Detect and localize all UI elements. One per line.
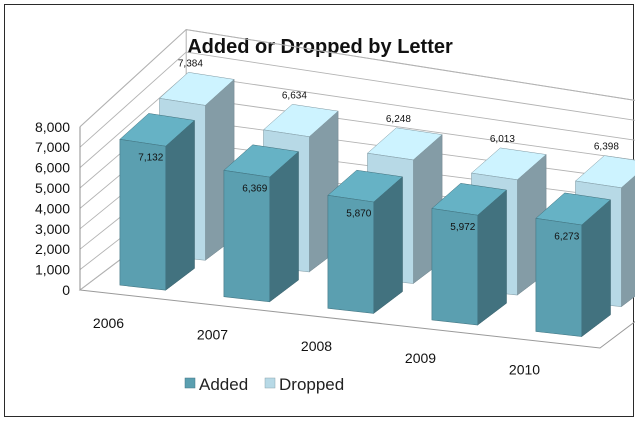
- bar-added-2007: 6,369: [223, 144, 300, 303]
- x-tick-label: 2007: [197, 327, 228, 343]
- data-label: 6,369: [242, 184, 267, 195]
- data-label: 7,384: [178, 58, 203, 69]
- y-tick-label: 8,000: [35, 119, 70, 135]
- bar-front-face: [223, 169, 271, 303]
- y-tick-label: 1,000: [35, 262, 70, 278]
- bar-added-2010: 6,273: [535, 192, 612, 338]
- data-label: 6,634: [282, 90, 307, 101]
- x-tick-label: 2008: [301, 338, 332, 354]
- data-label: 6,013: [490, 134, 515, 145]
- x-tick-label: 2009: [405, 350, 436, 366]
- legend-swatch: [184, 377, 196, 389]
- bar-added-2008: 5,870: [327, 169, 404, 314]
- legend-item-dropped: Dropped: [264, 375, 344, 394]
- bar-front-face: [535, 217, 583, 337]
- bar-added-2006: 7,132: [119, 113, 196, 291]
- bar-front-face: [327, 194, 375, 314]
- y-tick-label: 7,000: [35, 139, 70, 155]
- chart-bars: 7,384 6,634 6,248 6,013 6,398 7,132 6,369 5,870…: [119, 58, 635, 338]
- bar-side-face: [165, 119, 195, 291]
- data-label: 5,972: [450, 222, 475, 233]
- bar-side-face: [269, 151, 299, 303]
- legend-label: Dropped: [279, 375, 344, 394]
- chart-frame: Added or Dropped by Letter 0 1,000 2,000 3,…: [4, 4, 635, 417]
- bar-front-face: [119, 138, 166, 291]
- data-label: 7,132: [138, 153, 163, 164]
- y-tick-label: 4,000: [35, 200, 70, 216]
- data-label: 6,398: [594, 142, 619, 153]
- y-tick-label: 3,000: [35, 221, 70, 237]
- y-axis: 0 1,000 2,000 3,000 4,000 5,000 6,000 7,000 8,00…: [35, 119, 81, 298]
- x-tick-label: 2010: [509, 361, 540, 377]
- chart-svg: Added or Dropped by Letter 0 1,000 2,000 3,…: [35, 29, 635, 394]
- data-label: 6,273: [554, 232, 579, 243]
- y-tick-label: 2,000: [35, 241, 70, 257]
- chart-legend: Added Dropped: [184, 375, 344, 394]
- y-tick-label: 5,000: [35, 180, 70, 196]
- gridline: [79, 51, 635, 148]
- legend-item-added: Added: [184, 375, 248, 394]
- bar-added-2009: 5,972: [431, 183, 508, 326]
- y-tick-label: 0: [62, 282, 70, 298]
- data-label: 5,870: [346, 209, 371, 220]
- gridline: [79, 29, 635, 128]
- data-label: 6,248: [386, 114, 411, 125]
- legend-swatch: [264, 377, 276, 389]
- x-axis: 2006 2007 2008 2009 2010: [93, 315, 540, 377]
- y-tick-label: 6,000: [35, 160, 70, 176]
- chart-title: Added or Dropped by Letter: [187, 36, 453, 58]
- x-tick-label: 2006: [93, 315, 124, 331]
- legend-label: Added: [199, 375, 248, 394]
- bar-front-face: [431, 208, 479, 326]
